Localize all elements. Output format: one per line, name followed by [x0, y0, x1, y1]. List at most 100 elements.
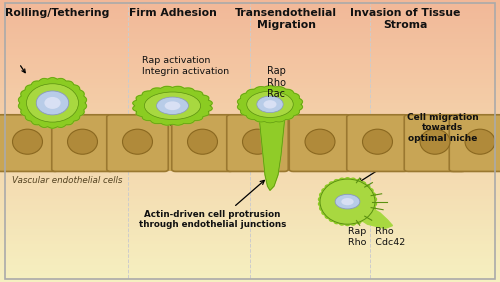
Ellipse shape	[264, 100, 276, 109]
Bar	[0, 239, 500, 241]
Bar	[0, 241, 500, 243]
Bar	[0, 47, 500, 49]
Bar	[0, 111, 500, 113]
Bar	[0, 173, 500, 175]
Bar	[0, 190, 500, 192]
FancyBboxPatch shape	[404, 115, 466, 171]
Ellipse shape	[420, 129, 450, 154]
Bar	[0, 21, 500, 23]
Bar	[0, 243, 500, 244]
Bar	[0, 216, 500, 218]
Bar	[0, 203, 500, 205]
Bar	[0, 9, 500, 11]
Bar	[0, 79, 500, 81]
Bar	[0, 113, 500, 115]
Bar	[0, 180, 500, 182]
Bar	[0, 115, 500, 116]
Ellipse shape	[465, 129, 495, 154]
Bar	[0, 179, 500, 180]
Bar	[0, 269, 500, 271]
Bar	[0, 169, 500, 171]
Bar	[0, 34, 500, 36]
Bar	[0, 207, 500, 209]
Bar	[0, 256, 500, 257]
Bar	[0, 26, 500, 28]
Bar	[0, 224, 500, 226]
Bar	[0, 263, 500, 265]
Bar	[0, 137, 500, 139]
Bar	[0, 36, 500, 38]
Bar	[0, 90, 500, 92]
Ellipse shape	[144, 92, 201, 120]
Bar	[0, 235, 500, 237]
Bar	[0, 276, 500, 278]
Bar	[0, 85, 500, 87]
Text: Vascular endothelial cells: Vascular endothelial cells	[12, 176, 123, 185]
Bar	[0, 39, 500, 41]
Bar	[0, 4, 500, 6]
Bar	[0, 261, 500, 263]
Bar	[0, 103, 500, 105]
Bar	[0, 186, 500, 188]
Bar	[0, 237, 500, 239]
Bar	[0, 60, 500, 62]
Bar	[0, 188, 500, 190]
Bar	[0, 175, 500, 177]
Bar	[0, 265, 500, 267]
Bar	[0, 32, 500, 34]
Bar	[0, 197, 500, 199]
Polygon shape	[18, 78, 86, 128]
FancyBboxPatch shape	[107, 115, 168, 171]
Text: Transendothelial
Migration: Transendothelial Migration	[235, 8, 337, 30]
Bar	[0, 92, 500, 94]
Bar	[0, 2, 500, 4]
Bar	[0, 149, 500, 150]
Text: Actin-driven cell protrusion
through endothelial junctions: Actin-driven cell protrusion through end…	[139, 210, 286, 230]
Bar	[0, 94, 500, 96]
Bar	[0, 132, 500, 133]
Bar	[0, 6, 500, 8]
Bar	[0, 152, 500, 154]
Bar	[0, 77, 500, 79]
Bar	[0, 124, 500, 126]
Bar	[0, 139, 500, 141]
Bar	[0, 160, 500, 162]
Bar	[0, 273, 500, 274]
Polygon shape	[350, 204, 393, 228]
Bar	[0, 58, 500, 60]
Ellipse shape	[122, 129, 152, 154]
Bar	[0, 280, 500, 282]
Polygon shape	[318, 178, 376, 226]
Bar	[0, 220, 500, 222]
FancyBboxPatch shape	[289, 115, 351, 171]
Bar	[0, 164, 500, 166]
Bar	[0, 64, 500, 66]
Bar	[0, 25, 500, 26]
Ellipse shape	[305, 129, 335, 154]
Bar	[0, 244, 500, 246]
Bar	[0, 171, 500, 173]
Bar	[0, 109, 500, 111]
Bar	[0, 23, 500, 25]
Text: Cell migration
towards
optimal niche: Cell migration towards optimal niche	[406, 113, 478, 143]
Bar	[0, 51, 500, 53]
Bar	[0, 88, 500, 90]
Bar	[0, 41, 500, 43]
Bar	[0, 28, 500, 30]
Bar	[0, 54, 500, 56]
Bar	[0, 248, 500, 250]
Bar	[0, 53, 500, 54]
Bar	[0, 229, 500, 231]
FancyBboxPatch shape	[52, 115, 113, 171]
Bar	[0, 49, 500, 51]
Bar	[0, 257, 500, 259]
FancyBboxPatch shape	[0, 115, 58, 171]
Bar	[0, 156, 500, 158]
Bar	[0, 201, 500, 203]
Bar	[0, 194, 500, 195]
Bar	[0, 70, 500, 71]
Bar	[0, 98, 500, 100]
Bar	[0, 177, 500, 179]
Bar	[0, 128, 500, 130]
Bar	[0, 73, 500, 75]
